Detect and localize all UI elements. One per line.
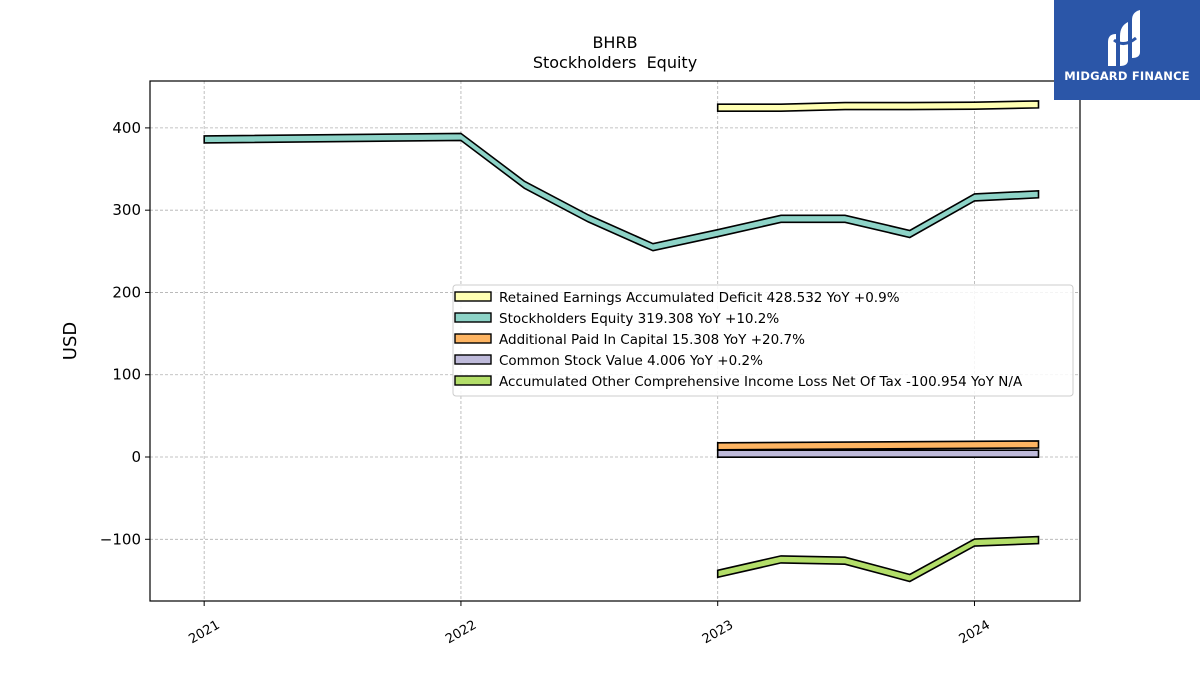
- y-tick-label: 200: [112, 283, 141, 301]
- y-tick-label: 300: [112, 201, 141, 219]
- y-axis: −100 0 100 200 300 400: [100, 119, 150, 548]
- series-group: [203, 100, 1040, 583]
- series-line: [203, 132, 1040, 252]
- chart-title: BHRB: [592, 33, 637, 52]
- x-tick-label: 2021: [186, 618, 222, 648]
- legend-swatch: [454, 333, 492, 344]
- y-tick-label: 400: [112, 119, 141, 137]
- legend-entry: Stockholders Equity 319.308 YoY +10.2%: [499, 311, 779, 327]
- x-tick-label: 2024: [957, 618, 993, 648]
- legend-box: [452, 284, 1074, 397]
- legend-swatch: [454, 354, 492, 365]
- y-tick-label: 0: [131, 448, 141, 466]
- legend-swatch: [454, 291, 492, 302]
- logo-text: MIDGARD FINANCE: [1064, 69, 1190, 83]
- series-line: [716, 535, 1040, 583]
- plot-frame: [149, 80, 1081, 602]
- series-line: [716, 449, 1040, 459]
- legend: Retained Earnings Accumulated Deficit 42…: [452, 284, 1074, 397]
- legend-entry: Retained Earnings Accumulated Deficit 42…: [499, 290, 900, 306]
- legend-entry: Common Stock Value 4.006 YoY +0.2%: [499, 353, 763, 369]
- series-line: [716, 100, 1040, 112]
- chart-subtitle: Stockholders Equity: [533, 53, 697, 72]
- y-axis-label: USD: [60, 322, 81, 360]
- legend-entry: Additional Paid In Capital 15.308 YoY +2…: [499, 332, 805, 348]
- y-tick-label: 100: [112, 366, 141, 384]
- logo-mark-icon: [1108, 10, 1140, 66]
- legend-swatch: [454, 375, 492, 386]
- legend-swatch: [454, 312, 492, 323]
- brand-logo: MIDGARD FINANCE: [1054, 0, 1200, 100]
- y-tick-label: −100: [100, 530, 141, 548]
- x-tick-label: 2023: [700, 618, 736, 648]
- series-line: [716, 440, 1040, 451]
- x-tick-label: 2022: [443, 618, 479, 648]
- x-axis: 2021 2022 2023 2024: [186, 601, 993, 648]
- legend-entry: Accumulated Other Comprehensive Income L…: [499, 374, 1023, 390]
